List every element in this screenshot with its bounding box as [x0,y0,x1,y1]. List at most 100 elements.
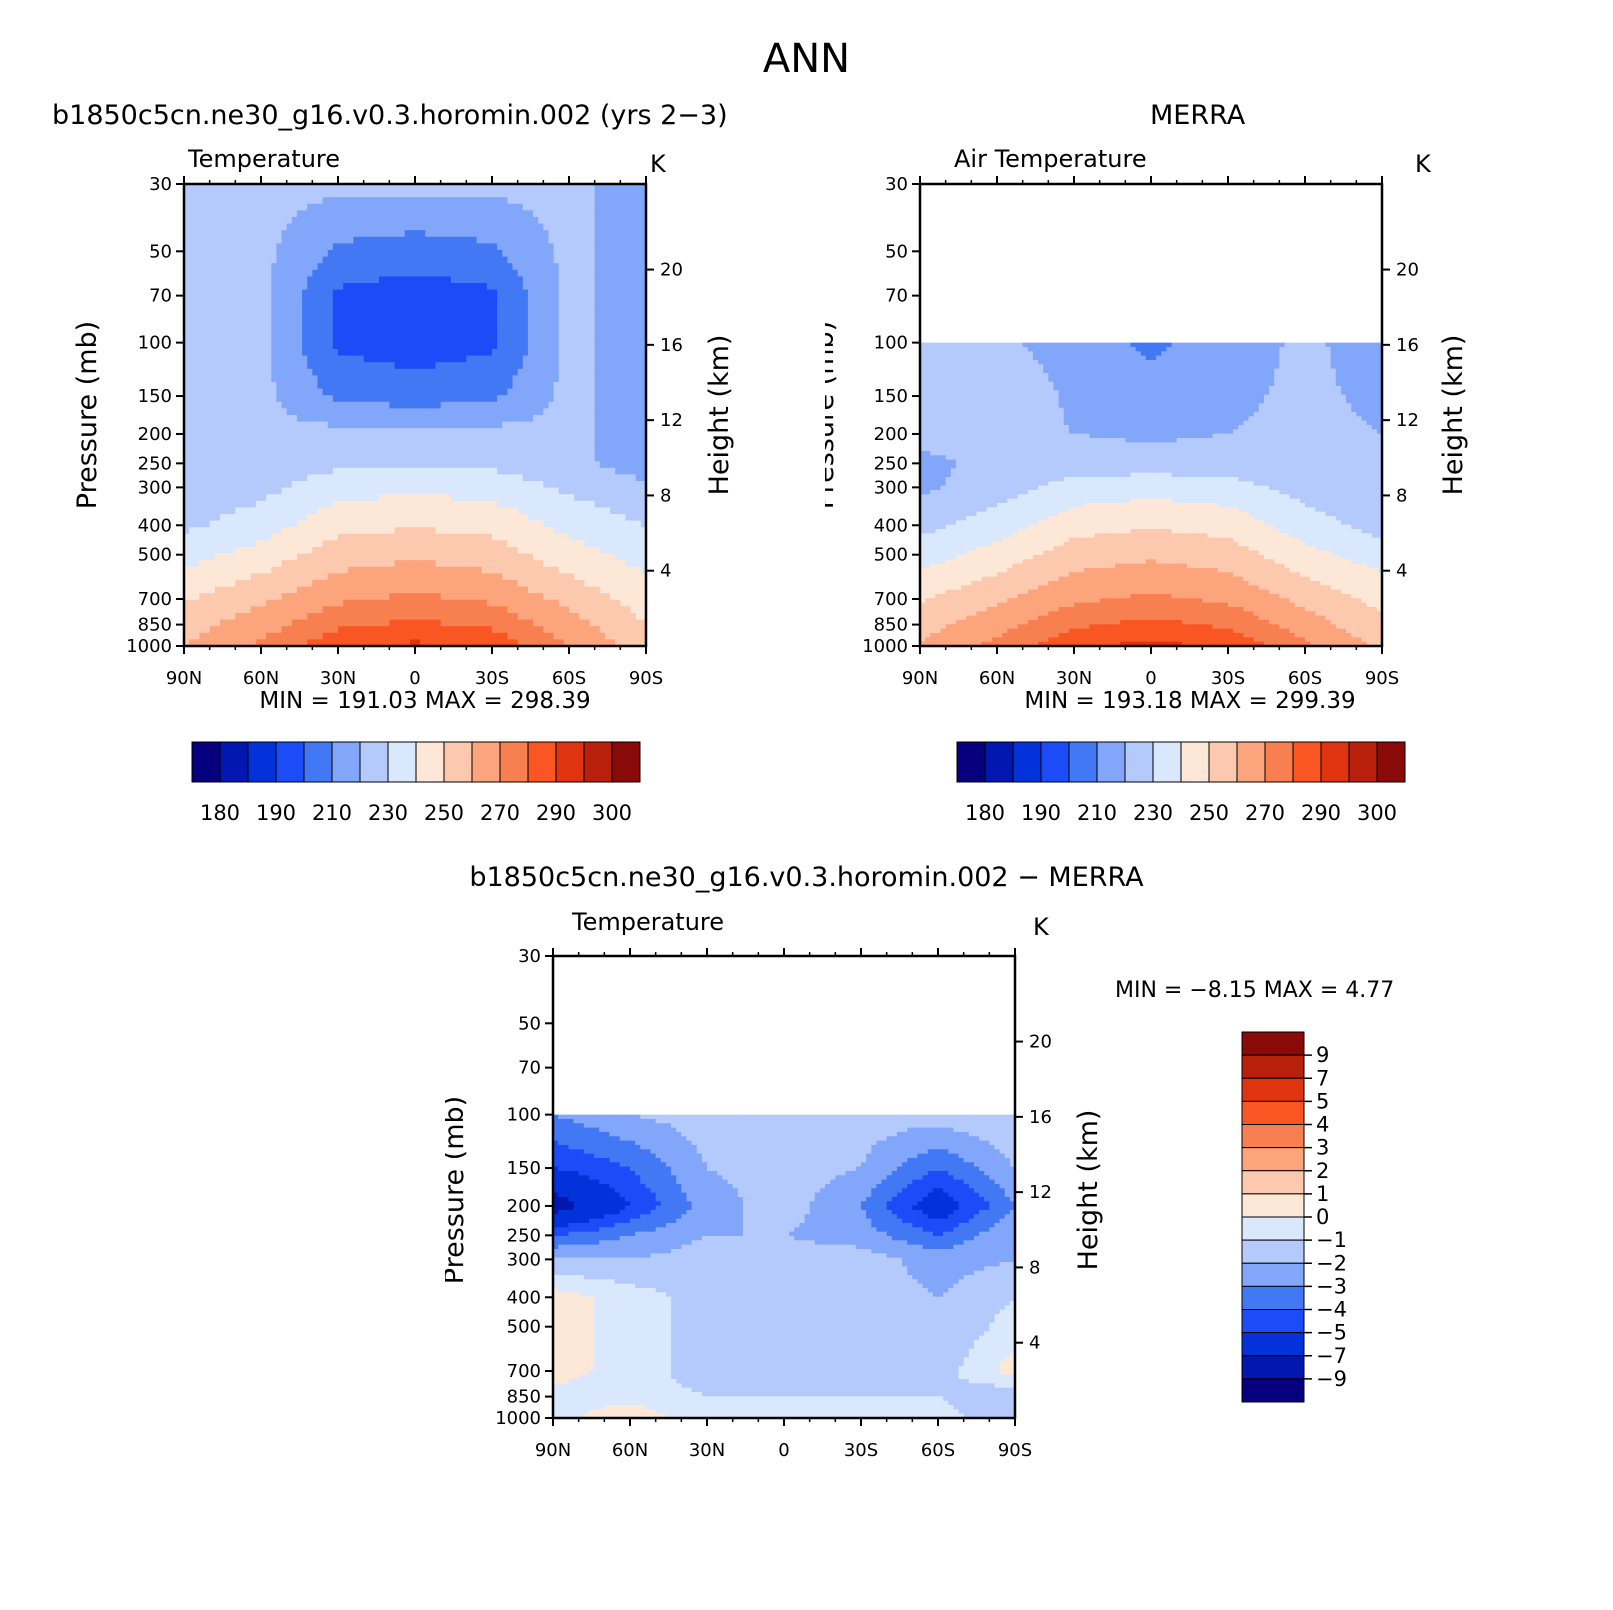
model-contour-cell [312,355,319,363]
model-contour-cell [625,302,632,310]
model-contour-cell [250,434,257,442]
model-contour-cell [302,223,308,231]
model-contour-cell [250,203,257,211]
model-contour-cell [404,342,411,350]
model-contour-cell [481,494,488,502]
model-contour-cell [332,467,339,475]
model-contour-cell [589,342,596,350]
model-contour-cell [512,395,519,403]
model-contour-cell [332,401,339,409]
model-contour-cell [492,217,498,225]
model-contour-cell [219,349,226,357]
model-contour-cell [420,217,426,225]
model-contour-cell [620,500,627,508]
model-contour-cell [245,408,252,416]
model-contour-cell [615,362,621,370]
model-contour-cell [625,250,632,258]
model-contour-cell [214,236,221,244]
model-contour-cell [399,203,406,211]
model-contour-cell [599,375,606,383]
model-contour-cell [240,408,247,416]
model-contour-cell [492,540,498,548]
model-contour-cell [461,276,467,284]
model-contour-cell [538,500,544,508]
model-contour-cell [373,421,380,429]
model-contour-cell [620,355,627,363]
model-contour-cell [373,487,380,495]
model-contour-cell [563,375,570,383]
model-contour-cell [415,197,421,205]
model-contour-cell [420,236,426,244]
model-contour-cell [610,256,616,264]
model-contour-cell [338,322,344,330]
model-contour-cell [214,269,221,277]
model-contour-cell [635,533,642,541]
model-contour-cell [271,467,277,475]
model-contour-cell [517,494,524,502]
model-contour-cell [507,467,514,475]
model-contour-cell [420,461,426,469]
model-contour-cell [245,283,252,291]
model-contour-cell [189,441,195,449]
model-contour-cell [291,263,298,271]
model-contour-cell [625,527,632,535]
model-contour-cell [481,388,488,396]
model-contour-cell [219,467,226,475]
model-contour-cell [322,507,329,515]
model-contour-cell [204,309,211,317]
model-contour-cell [338,302,344,310]
model-contour-cell [271,362,277,370]
model-contour-cell [353,540,360,548]
model-contour-cell [368,481,375,489]
model-contour-cell [266,481,272,489]
model-contour-cell [497,269,503,277]
model-contour-cell [599,527,606,535]
model-contour-cell [389,217,396,225]
model-contour-cell [245,210,252,218]
model-contour-cell [307,190,313,198]
model-contour-cell [322,441,329,449]
model-contour-cell [389,382,396,390]
model-contour-cell [261,520,267,528]
model-contour-cell [533,448,539,456]
model-contour-cell [599,382,606,390]
model-contour-cell [625,514,632,522]
model-contour-cell [296,296,303,304]
model-contour-cell [589,533,596,541]
model-contour-cell [307,533,313,541]
model-contour-cell [245,197,252,205]
model-contour-cell [219,197,226,205]
model-contour-cell [409,474,416,482]
model-contour-cell [589,362,596,370]
model-contour-cell [230,487,236,495]
model-contour-cell [291,309,298,317]
model-contour-cell [615,500,621,508]
model-contour-cell [471,276,478,284]
model-contour-cell [630,250,637,258]
model-contour-cell [368,335,375,343]
model-contour-cell [307,210,313,218]
model-contour-cell [276,494,283,502]
model-contour-cell [327,467,334,475]
model-contour-cell [368,428,375,436]
model-contour-cell [184,230,190,238]
model-contour-cell [640,401,647,409]
model-contour-cell [276,500,283,508]
model-contour-cell [235,421,242,429]
model-contour-cell [502,184,508,192]
model-contour-cell [302,329,308,337]
model-contour-cell [189,388,195,396]
model-contour-cell [620,401,627,409]
model-contour-cell [286,533,293,541]
model-contour-cell [199,197,206,205]
model-contour-cell [481,184,488,192]
model-contour-cell [435,487,442,495]
model-contour-cell [630,190,637,198]
model-contour-cell [307,441,313,449]
model-contour-cell [338,500,344,508]
model-contour-cell [209,481,216,489]
model-contour-cell [425,197,431,205]
model-contour-cell [230,514,236,522]
model-contour-cell [373,401,380,409]
model-contour-cell [184,256,190,264]
